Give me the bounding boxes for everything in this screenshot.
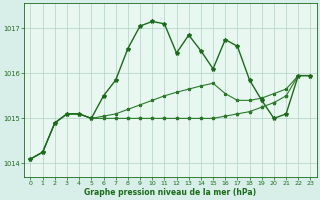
X-axis label: Graphe pression niveau de la mer (hPa): Graphe pression niveau de la mer (hPa) [84, 188, 257, 197]
